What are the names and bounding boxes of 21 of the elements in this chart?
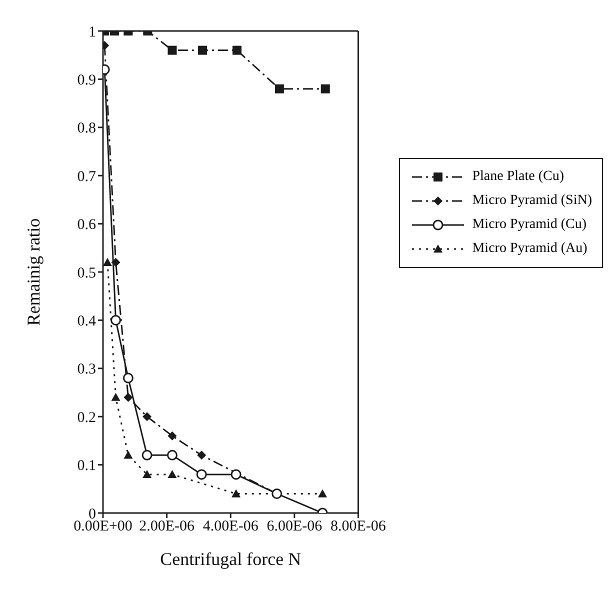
y-tick-label: 0.5 — [77, 265, 96, 282]
y-tick-label: 0.4 — [77, 314, 96, 330]
x-axis-title: Centrifugal force N — [160, 549, 302, 569]
legend-label: Plane Plate (Cu) — [472, 169, 564, 185]
x-tick-label: 4.00E-06 — [202, 518, 259, 535]
y-tick-label: 0.3 — [77, 362, 96, 378]
x-tick-label: 2.00E-06 — [139, 518, 196, 535]
legend-label: Micro Pyramid (SiN) — [472, 193, 592, 209]
legend-label: Micro Pyramid (Cu) — [472, 217, 587, 233]
y-tick-label: 1 — [88, 24, 96, 40]
y-axis-title: Remainig ratio — [23, 218, 44, 326]
x-tick-label: 6.00E-06 — [266, 518, 323, 535]
x-tick-label: 8.00E-06 — [330, 518, 386, 535]
legend-label: Micro Pyramid (Au) — [472, 241, 588, 257]
y-tick-label: 0.7 — [77, 168, 96, 185]
y-tick-label: 0.9 — [77, 72, 96, 89]
y-tick-label: 0.6 — [77, 217, 96, 234]
y-tick-label: 0.8 — [77, 120, 96, 137]
x-tick-label: 0.00E+00 — [74, 518, 132, 535]
y-tick-label: 0.1 — [77, 458, 96, 474]
y-tick-label: 0.2 — [77, 410, 96, 426]
